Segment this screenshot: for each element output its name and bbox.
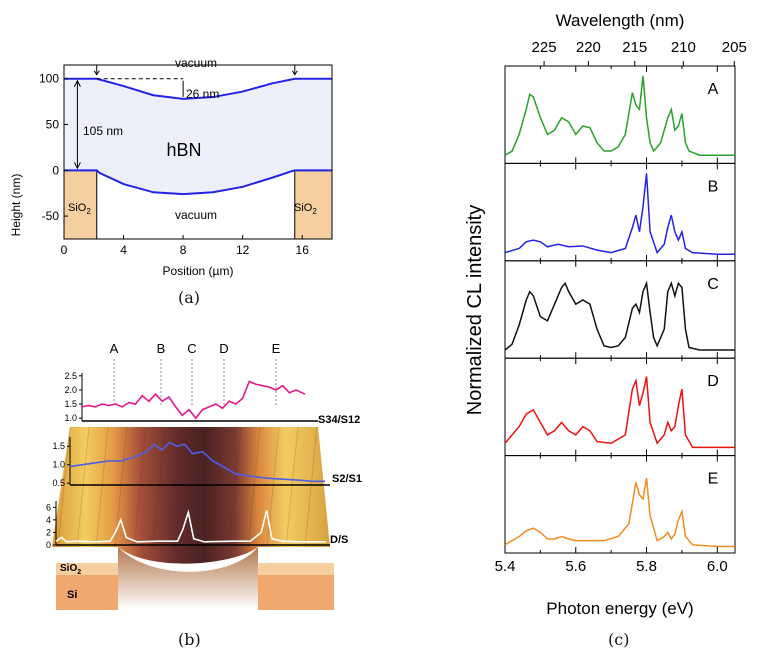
c-xtick-label: 5.4 (495, 558, 516, 575)
c-spectrum-line-0 (504, 75, 735, 156)
edge-arrow-head (291, 70, 298, 76)
x-tick-label-a: 16 (296, 243, 310, 257)
y-tick-label-a: 0 (52, 163, 59, 177)
panel-c-ylabel: Normalized CL intensity (464, 205, 486, 415)
b-tick-label-0: 2.5 (64, 371, 77, 381)
c-panel-label-C: C (707, 276, 719, 293)
label-sio2-right: SiO2 (294, 202, 317, 216)
series-label-s34: S34/S12 (318, 414, 360, 426)
surface-stripe (190, 426, 204, 548)
c-xtick-label: 5.8 (636, 558, 657, 575)
panel-a-height-profile: 0 4 8 12 16 100 50 0 -50 Height (nm) Position (µ… (9, 56, 333, 278)
hbn-fill (64, 78, 332, 195)
surface-stripe (228, 426, 242, 548)
c-spectrum-line-1 (504, 173, 735, 256)
b-tick-label-0: 1.5 (64, 399, 77, 409)
surface-stripe (171, 426, 185, 548)
marker-e: E (272, 341, 281, 356)
b-tick-label-2: 6 (46, 502, 51, 512)
label-hbn: hBN (166, 140, 201, 160)
y-tick-label-a: 50 (46, 118, 60, 132)
c-subpanel-frame-4 (504, 455, 736, 554)
panel-b-composite: 2.5 2.0 1.5 1.0 1.5 1.0 0.5 6 4 2 0 A B C D E S34/… (46, 341, 362, 610)
caption-a: (a) (178, 288, 201, 307)
surface-stripe (76, 426, 90, 548)
c-x2tick-label: 205 (722, 39, 747, 56)
surface-stripe (209, 426, 223, 548)
panel-a-ylabel: Height (nm) (9, 174, 23, 237)
substrate-si-label: Si (67, 589, 77, 601)
c-panel-label-E: E (708, 471, 719, 488)
b-tick-label-1: 1.0 (52, 460, 65, 470)
surface-stripe (152, 426, 166, 548)
sio2-left (63, 169, 98, 240)
c-x2tick-label: 215 (622, 39, 647, 56)
b-tick-label-2: 2 (46, 527, 51, 537)
thickness-arrow-head-bottom (73, 162, 81, 170)
substrate-sio2-label: SiO2 (60, 563, 81, 576)
panel-c-x2label: Wavelength (nm) (556, 11, 685, 30)
surface-stripe (133, 426, 147, 548)
b-series-line-2 (55, 509, 326, 543)
marker-b: B (157, 341, 166, 356)
panel-a-xlabel: Position (µm) (163, 264, 234, 278)
c-panel-label-A: A (708, 81, 719, 98)
marker-d: D (219, 341, 228, 356)
label-sag: 26 nm (186, 87, 219, 101)
sio2-block-left (56, 563, 118, 575)
c-x2tick-label: 210 (671, 39, 696, 56)
panel-a-frame (63, 64, 333, 240)
marker-a: A (110, 341, 119, 356)
b-tick-label-1: 1.5 (52, 441, 65, 451)
surface-stripe (95, 426, 109, 548)
c-spectrum-line-2 (504, 280, 735, 351)
label-sio2-left: SiO2 (68, 202, 91, 216)
series-label-s2: S2/S1 (332, 473, 362, 485)
c-x2tick-label: 220 (576, 39, 601, 56)
sio2-block-right (258, 563, 334, 575)
si-block-left (56, 575, 118, 610)
x-tick-label-a: 0 (61, 243, 68, 257)
b-tick-label-2: 0 (46, 540, 51, 550)
c-subpanel-frame-3 (504, 357, 736, 457)
y-tick-label-a: 100 (39, 72, 59, 86)
panel-c-cl-spectra: A B C D E 5.4 5.6 5.8 6.0 225 220 215 210 205 Wavelen… (464, 11, 747, 618)
surface-stripe (304, 426, 318, 548)
surface-stripe (247, 426, 261, 548)
y-tick-label-a: -50 (42, 209, 60, 223)
b-series-line-0 (81, 380, 306, 420)
surface-stripe (285, 426, 299, 548)
x-tick-label-a: 12 (236, 243, 250, 257)
label-vacuum-top: vacuum (175, 56, 217, 70)
caption-b: (b) (178, 630, 201, 649)
b-tick-label-2: 4 (46, 515, 51, 525)
b-tick-label-1: 0.5 (52, 478, 65, 488)
c-panel-label-D: D (707, 373, 719, 390)
marker-c: C (187, 341, 196, 356)
si-block-right (258, 575, 334, 610)
c-spectrum-line-4 (504, 477, 735, 548)
edge-arrow-head (93, 70, 100, 76)
c-spectrum-line-3 (504, 376, 735, 449)
c-subpanel-frame-1 (504, 162, 736, 262)
thickness-arrow-head-top (73, 79, 81, 87)
c-panel-label-B: B (708, 178, 719, 195)
surface-stripe (57, 426, 71, 548)
b-series-line-1 (69, 441, 325, 483)
caption-c: (c) (608, 630, 630, 649)
height-profile-line-1 (64, 169, 332, 196)
c-xtick-label: 6.0 (707, 558, 728, 575)
x-tick-label-a: 4 (120, 243, 127, 257)
b-tick-label-0: 2.0 (64, 385, 77, 395)
label-thickness: 105 nm (83, 124, 123, 138)
membrane-underside (118, 547, 258, 610)
height-profile-line-0 (64, 77, 332, 100)
series-label-ds: D/S (330, 534, 348, 546)
c-x2tick-label: 225 (532, 39, 557, 56)
b-tick-label-0: 1.0 (64, 413, 77, 423)
panel-c-xlabel: Photon energy (eV) (546, 599, 693, 618)
label-vacuum-bottom: vacuum (175, 208, 217, 222)
x-tick-label-a: 8 (180, 243, 187, 257)
c-xtick-label: 5.6 (565, 558, 586, 575)
